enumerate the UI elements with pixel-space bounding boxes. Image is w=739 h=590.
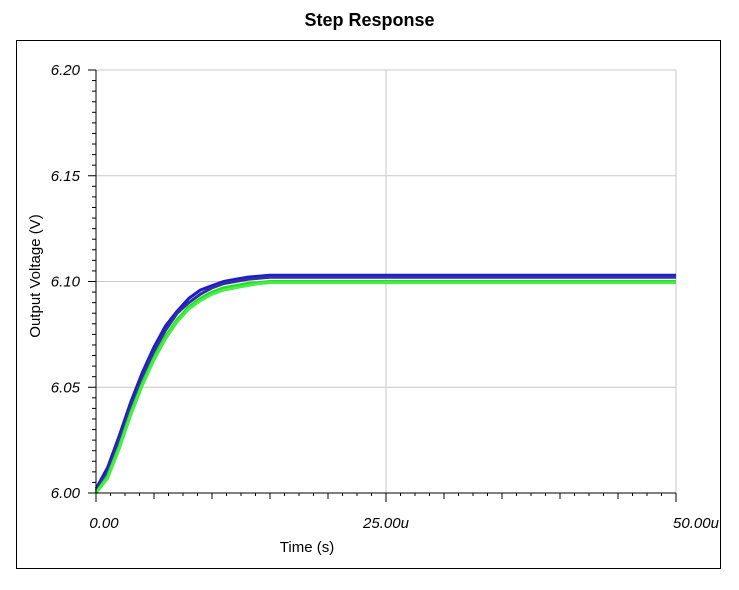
x-tick-label: 0.00 xyxy=(89,515,119,532)
x-tick-label: 50.00u xyxy=(673,515,720,532)
chart-title: Step Response xyxy=(304,10,435,30)
y-tick-label: 6.20 xyxy=(51,62,81,79)
series-line-4 xyxy=(94,281,676,494)
y-tick-label: 6.15 xyxy=(51,168,81,185)
series-layer xyxy=(94,273,676,494)
x-axis-label: Time (s) xyxy=(280,539,334,556)
y-tick-label: 6.05 xyxy=(51,379,81,396)
x-tick-label: 25.00u xyxy=(362,515,410,532)
minor-tick-layer xyxy=(88,69,677,502)
series-line-1 xyxy=(94,273,676,490)
chart-frame xyxy=(16,40,721,569)
y-tick-label: 6.00 xyxy=(51,485,81,502)
label-layer: Time (s) Output Voltage (V) 6.00 6.05 6.10… xyxy=(27,62,720,556)
y-axis-label: Output Voltage (V) xyxy=(27,214,44,337)
series-line-2 xyxy=(94,275,676,492)
axis-layer xyxy=(95,70,676,494)
y-tick-label: 6.10 xyxy=(51,274,81,291)
